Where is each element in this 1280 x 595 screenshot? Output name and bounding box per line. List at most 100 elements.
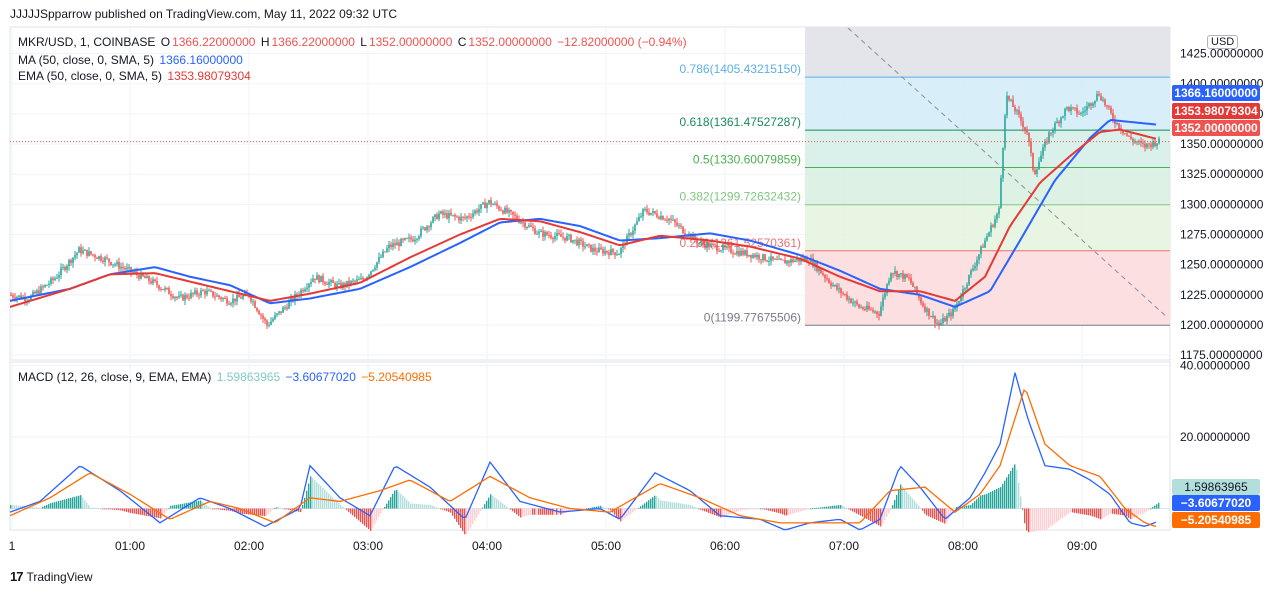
- candle-body: [508, 209, 510, 213]
- candle-body: [998, 208, 1000, 215]
- macd-histogram-bar: [250, 508, 252, 515]
- macd-histogram-bar: [718, 508, 720, 517]
- candle-body: [336, 283, 338, 288]
- macd-histogram-bar: [838, 505, 840, 509]
- candle-body: [1026, 129, 1028, 133]
- candle-body: [756, 254, 758, 258]
- macd-histogram-bar: [446, 508, 448, 512]
- macd-histogram-bar: [140, 508, 142, 515]
- candle-body: [356, 279, 358, 282]
- candle-body: [690, 233, 692, 240]
- candle-body: [776, 258, 778, 260]
- candle-body: [1056, 121, 1058, 124]
- candle-body: [184, 295, 186, 301]
- macd-histogram-bar: [722, 508, 724, 517]
- price-tick-label: 1250.00000000: [1180, 258, 1264, 272]
- macd-histogram-bar: [564, 508, 566, 514]
- macd-histogram-bar: [792, 508, 794, 514]
- candle-body: [638, 216, 640, 222]
- candle-body: [982, 246, 984, 248]
- macd-histogram-bar: [530, 508, 532, 515]
- candle-body: [200, 290, 202, 296]
- candle-body: [608, 252, 610, 256]
- macd-histogram-bar: [788, 508, 790, 515]
- candle-body: [676, 222, 678, 226]
- macd-histogram-bar: [66, 498, 68, 509]
- macd-histogram-bar: [288, 508, 290, 510]
- candle-body: [1084, 110, 1086, 112]
- macd-histogram-bar: [778, 508, 780, 514]
- candle-body: [558, 233, 560, 235]
- macd-histogram-bar: [940, 508, 942, 522]
- currency-button[interactable]: USD: [1207, 35, 1239, 49]
- macd-histogram-bar: [928, 508, 930, 517]
- macd-histogram-bar: [162, 508, 164, 516]
- candle-body: [170, 294, 172, 297]
- candle-body: [548, 234, 550, 236]
- macd-histogram-bar: [450, 508, 452, 513]
- candle-body: [728, 246, 730, 248]
- macd-histogram-bar: [368, 508, 370, 530]
- macd-histogram-bar: [908, 493, 910, 509]
- candle-body: [300, 289, 302, 296]
- candle-body: [286, 307, 288, 309]
- macd-histogram-bar: [834, 505, 836, 509]
- candle-body: [762, 254, 764, 261]
- macd-histogram-bar: [480, 508, 482, 511]
- candle-body: [406, 238, 408, 240]
- macd-histogram-bar: [926, 508, 928, 516]
- macd-histogram-bar: [80, 495, 82, 509]
- macd-histogram-bar: [86, 502, 88, 509]
- candle-body: [648, 212, 650, 215]
- candle-body: [604, 250, 606, 254]
- macd-histogram-bar: [70, 497, 72, 509]
- candle-body: [1114, 119, 1116, 125]
- ma-legend: MA (50, close, 0, SMA, 5) 1366.16000000: [18, 53, 245, 67]
- candle-body: [420, 228, 422, 237]
- macd-histogram-bar: [678, 503, 680, 509]
- macd-histogram-bar: [48, 504, 50, 509]
- candle-body: [1112, 112, 1114, 120]
- candle-body: [920, 297, 922, 303]
- macd-histogram-bar: [720, 508, 722, 518]
- candle-body: [658, 217, 660, 219]
- candle-body: [226, 298, 228, 304]
- time-tick-label: 02:00: [234, 539, 264, 553]
- macd-histogram-bar: [12, 505, 14, 509]
- macd-histogram-bar: [738, 508, 740, 512]
- candle-body: [64, 266, 66, 270]
- macd-histogram-bar: [360, 508, 362, 523]
- macd-histogram-bar: [370, 508, 372, 531]
- candle-body: [280, 311, 282, 313]
- macd-histogram-bar: [990, 491, 992, 509]
- candle-body: [230, 303, 232, 305]
- candle-body: [318, 275, 320, 283]
- macd-histogram-bar: [208, 506, 210, 509]
- macd-histogram-bar: [540, 508, 542, 515]
- macd-histogram-bar: [64, 499, 66, 509]
- fib-level-label: 0.786(1405.43215150): [680, 62, 801, 76]
- macd-histogram-bar: [680, 503, 682, 509]
- candle-body: [84, 249, 86, 251]
- candle-body: [344, 283, 346, 287]
- candle-body: [362, 277, 364, 280]
- candle-body: [50, 278, 52, 284]
- candle-body: [1142, 142, 1144, 144]
- candle-body: [962, 289, 964, 298]
- macd-histogram-bar: [406, 499, 408, 509]
- macd-histogram-bar: [378, 508, 380, 518]
- macd-histogram-bar: [484, 504, 486, 509]
- macd-histogram-bar: [502, 503, 504, 509]
- macd-histogram-bar: [944, 508, 946, 524]
- candle-body: [532, 226, 534, 229]
- candle-body: [778, 258, 780, 260]
- candle-body: [934, 315, 936, 324]
- macd-tick-label: 20.00000000: [1180, 430, 1250, 444]
- open-label: O: [160, 35, 171, 49]
- macd-histogram-bar: [918, 505, 920, 509]
- candle-body: [1150, 144, 1152, 148]
- candle-body: [212, 291, 214, 297]
- candle-body: [992, 225, 994, 227]
- high-value: 1366.22000000: [271, 35, 355, 49]
